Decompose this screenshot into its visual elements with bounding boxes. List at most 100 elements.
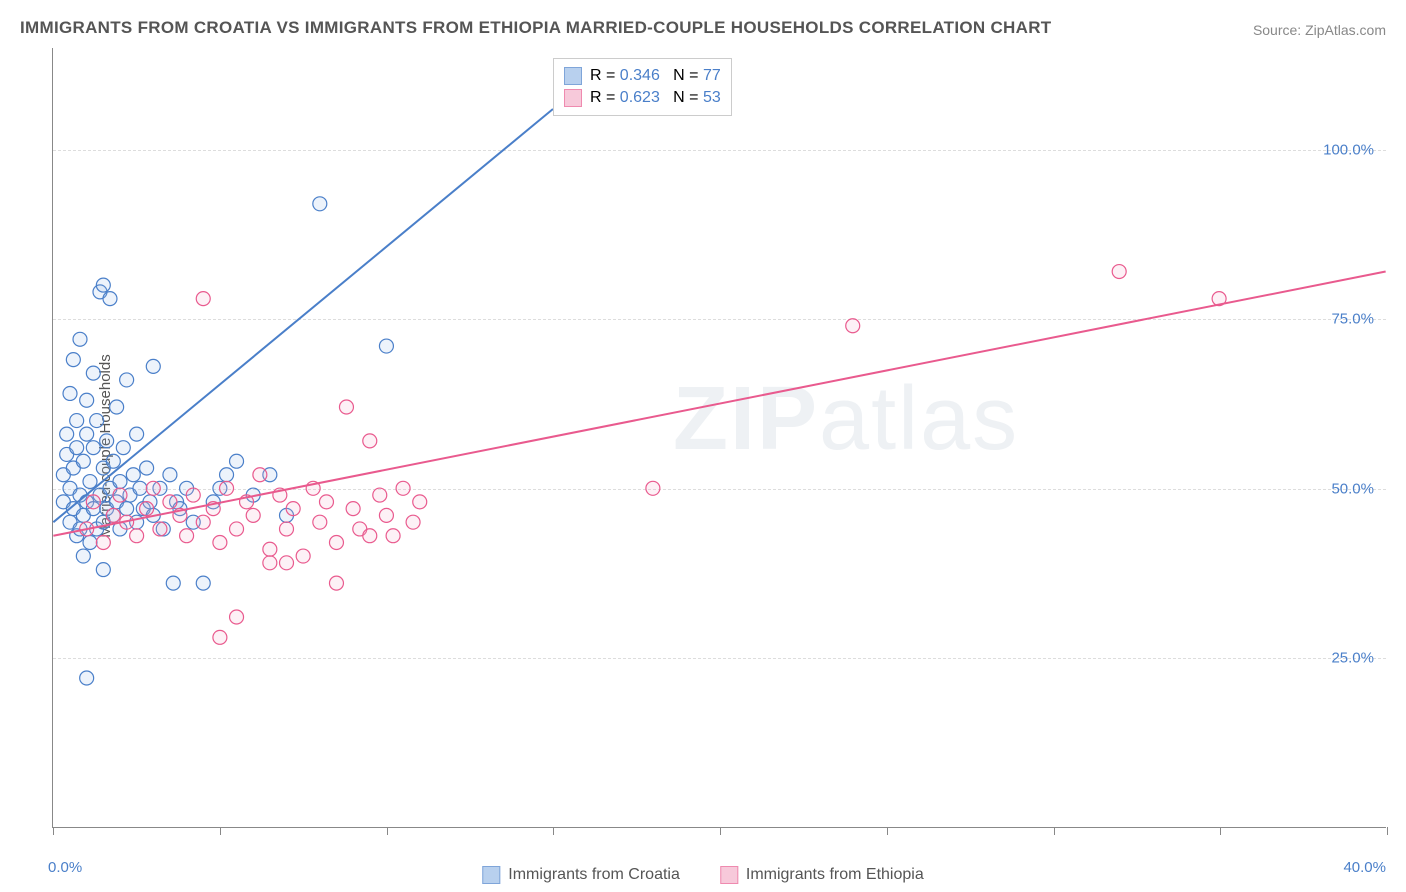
data-point — [166, 576, 180, 590]
data-point — [113, 488, 127, 502]
data-point — [90, 414, 104, 428]
swatch-croatia — [564, 67, 582, 85]
chart-title: IMMIGRANTS FROM CROATIA VS IMMIGRANTS FR… — [20, 18, 1051, 38]
data-point — [363, 434, 377, 448]
data-point — [140, 502, 154, 516]
data-point — [313, 197, 327, 211]
y-tick-label: 75.0% — [1331, 311, 1374, 328]
data-point — [296, 549, 310, 563]
data-point — [116, 441, 130, 455]
data-point — [846, 319, 860, 333]
data-point — [146, 359, 160, 373]
x-tick — [553, 827, 554, 835]
stats-row-ethiopia: R = 0.623 N = 53 — [564, 87, 721, 109]
stats-legend: R = 0.346 N = 77 R = 0.623 N = 53 — [553, 58, 732, 116]
data-point — [379, 508, 393, 522]
y-tick-label: 25.0% — [1331, 650, 1374, 667]
data-point — [140, 461, 154, 475]
data-point — [406, 515, 420, 529]
data-point — [196, 292, 210, 306]
data-point — [70, 441, 84, 455]
x-axis-min-label: 0.0% — [48, 859, 82, 876]
data-point — [86, 495, 100, 509]
data-point — [126, 468, 140, 482]
data-point — [230, 454, 244, 468]
data-point — [130, 427, 144, 441]
data-point — [313, 515, 327, 529]
data-point — [106, 454, 120, 468]
data-point — [319, 495, 333, 509]
x-tick — [220, 827, 221, 835]
data-point — [286, 502, 300, 516]
data-point — [63, 386, 77, 400]
x-tick — [53, 827, 54, 835]
data-point — [280, 556, 294, 570]
data-point — [96, 536, 110, 550]
swatch-ethiopia — [720, 866, 738, 884]
data-point — [83, 536, 97, 550]
data-point — [253, 468, 267, 482]
plot-area: ZIPatlas 25.0%50.0%75.0%100.0% R = 0.346… — [52, 48, 1386, 828]
data-point — [186, 488, 200, 502]
data-point — [86, 366, 100, 380]
data-point — [373, 488, 387, 502]
trend-line — [53, 272, 1385, 536]
data-point — [263, 556, 277, 570]
data-point — [280, 522, 294, 536]
chart-canvas — [53, 48, 1386, 827]
x-tick — [387, 827, 388, 835]
swatch-ethiopia — [564, 89, 582, 107]
legend: Immigrants from Croatia Immigrants from … — [482, 866, 923, 884]
data-point — [80, 671, 94, 685]
swatch-croatia — [482, 866, 500, 884]
data-point — [329, 536, 343, 550]
data-point — [80, 393, 94, 407]
data-point — [146, 481, 160, 495]
data-point — [133, 481, 147, 495]
x-tick — [1387, 827, 1388, 835]
data-point — [120, 373, 134, 387]
data-point — [196, 515, 210, 529]
data-point — [153, 522, 167, 536]
data-point — [230, 522, 244, 536]
data-point — [106, 508, 120, 522]
x-tick — [887, 827, 888, 835]
data-point — [100, 434, 114, 448]
data-point — [103, 292, 117, 306]
data-point — [80, 427, 94, 441]
y-tick-label: 100.0% — [1323, 141, 1374, 158]
data-point — [83, 475, 97, 489]
x-tick — [1220, 827, 1221, 835]
data-point — [220, 468, 234, 482]
data-point — [196, 576, 210, 590]
data-point — [66, 353, 80, 367]
data-point — [110, 400, 124, 414]
data-point — [230, 610, 244, 624]
x-tick — [1054, 827, 1055, 835]
data-point — [220, 481, 234, 495]
data-point — [76, 454, 90, 468]
data-point — [329, 576, 343, 590]
data-point — [339, 400, 353, 414]
trend-line — [53, 109, 553, 522]
data-point — [113, 475, 127, 489]
data-point — [1112, 265, 1126, 279]
data-point — [60, 427, 74, 441]
data-point — [180, 529, 194, 543]
data-point — [86, 441, 100, 455]
data-point — [213, 536, 227, 550]
data-point — [363, 529, 377, 543]
data-point — [120, 502, 134, 516]
legend-item-ethiopia: Immigrants from Ethiopia — [720, 866, 924, 884]
data-point — [263, 542, 277, 556]
legend-item-croatia: Immigrants from Croatia — [482, 866, 680, 884]
data-point — [213, 630, 227, 644]
data-point — [379, 339, 393, 353]
data-point — [73, 332, 87, 346]
data-point — [396, 481, 410, 495]
x-tick — [720, 827, 721, 835]
data-point — [96, 563, 110, 577]
stats-row-croatia: R = 0.346 N = 77 — [564, 65, 721, 87]
x-axis-max-label: 40.0% — [1343, 859, 1386, 876]
data-point — [130, 529, 144, 543]
